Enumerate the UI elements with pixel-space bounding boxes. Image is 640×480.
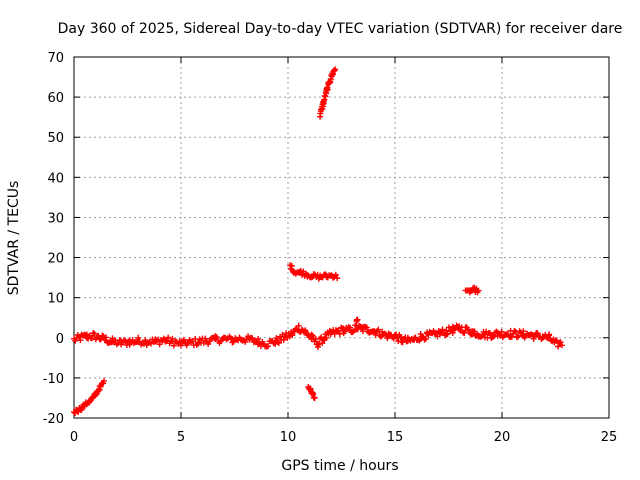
data-point: [546, 331, 553, 338]
data-point: [100, 377, 107, 384]
data-point: [280, 336, 287, 343]
data-point: [481, 331, 488, 338]
data-point: [332, 66, 339, 73]
x-tick-label: 15: [387, 430, 404, 445]
data-point: [375, 326, 382, 333]
data-point: [347, 324, 354, 331]
data-point: [555, 343, 562, 350]
data-point: [349, 329, 356, 336]
data-point: [336, 330, 343, 337]
series-spike-near-hour-13: [353, 316, 361, 325]
data-point: [530, 335, 537, 342]
data-point: [449, 329, 456, 336]
data-points: [71, 66, 565, 416]
series-arc-near-hour-19: [462, 284, 482, 296]
data-point: [445, 324, 452, 331]
data-point: [332, 271, 339, 278]
data-point: [156, 341, 163, 348]
data-point: [323, 334, 330, 341]
data-point: [320, 336, 327, 343]
data-point: [422, 335, 429, 342]
data-point: [170, 342, 177, 349]
y-tick-label: 60: [47, 91, 64, 106]
x-tick-label: 25: [601, 430, 618, 445]
data-point: [273, 335, 280, 342]
x-tick-label: 10: [280, 430, 297, 445]
y-axis-label: SDTVAR / TECUs: [6, 181, 22, 296]
data-point: [196, 336, 203, 343]
data-point: [465, 326, 472, 333]
data-point: [99, 332, 106, 339]
y-tick-label: 0: [56, 332, 64, 347]
data-point: [557, 339, 564, 346]
data-point: [88, 335, 95, 342]
data-point: [421, 336, 428, 343]
data-point: [390, 335, 397, 342]
data-point: [311, 394, 318, 401]
data-point: [508, 333, 515, 340]
x-tick-label: 0: [70, 430, 78, 445]
data-point: [249, 335, 256, 342]
y-tick-label: -20: [43, 412, 64, 427]
data-point: [135, 334, 142, 341]
data-point: [213, 334, 220, 341]
data-point: [140, 340, 147, 347]
axis-ticks: 0 5 10 15 20 25 -20 -10 0 10 20 30 40 50 60 70: [43, 51, 618, 445]
data-point: [528, 331, 535, 338]
data-point: [91, 330, 98, 337]
data-point: [359, 328, 366, 335]
y-tick-label: 40: [47, 171, 64, 186]
data-point: [324, 86, 331, 93]
data-point: [399, 339, 406, 346]
data-point: [255, 335, 262, 342]
series-rising-arc: [317, 66, 339, 120]
chart-title: Day 360 of 2025, Sidereal Day-to-day VTE…: [58, 21, 623, 37]
data-point: [103, 334, 110, 341]
data-point: [180, 336, 187, 343]
data-point: [513, 334, 520, 341]
y-tick-label: 10: [47, 292, 64, 307]
plot-frame: [73, 56, 610, 419]
data-point: [334, 275, 341, 282]
data-point: [309, 332, 316, 339]
data-point: [314, 341, 321, 348]
y-tick-label: 50: [47, 131, 64, 146]
x-tick-label: 5: [177, 430, 185, 445]
x-tick-label: 20: [494, 430, 511, 445]
series-early-negative-arc: [71, 377, 107, 416]
data-point: [178, 342, 184, 349]
data-point: [275, 339, 282, 346]
data-point: [77, 337, 84, 344]
data-point: [335, 327, 342, 334]
data-point: [534, 330, 541, 337]
x-axis-label: GPS time / hours: [281, 458, 398, 474]
series-main-trace: [71, 322, 565, 351]
data-point: [165, 334, 172, 341]
data-point: [558, 342, 565, 349]
data-point: [72, 337, 79, 344]
data-point: [288, 262, 295, 269]
data-point: [354, 316, 361, 323]
series-short-negative-arc: [305, 383, 318, 401]
data-point: [363, 324, 370, 331]
data-point: [308, 331, 315, 338]
y-tick-label: 20: [47, 252, 64, 267]
data-point: [163, 337, 170, 344]
data-point: [265, 343, 272, 350]
data-point: [418, 333, 425, 340]
series-arc-near-hour-10: [287, 262, 341, 282]
y-tick-label: 70: [47, 51, 64, 66]
data-point: [475, 287, 482, 294]
y-tick-label: -10: [43, 372, 64, 387]
y-tick-label: 30: [47, 211, 64, 226]
data-point: [319, 340, 326, 347]
data-point: [471, 328, 478, 335]
data-point: [274, 338, 281, 345]
data-point: [295, 322, 302, 329]
data-point: [498, 328, 505, 335]
data-point: [511, 327, 518, 334]
data-point: [439, 326, 446, 333]
